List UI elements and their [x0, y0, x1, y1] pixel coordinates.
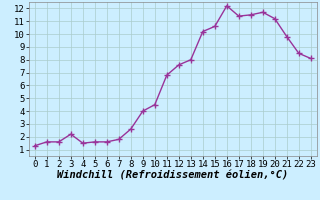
X-axis label: Windchill (Refroidissement éolien,°C): Windchill (Refroidissement éolien,°C)	[57, 171, 288, 181]
